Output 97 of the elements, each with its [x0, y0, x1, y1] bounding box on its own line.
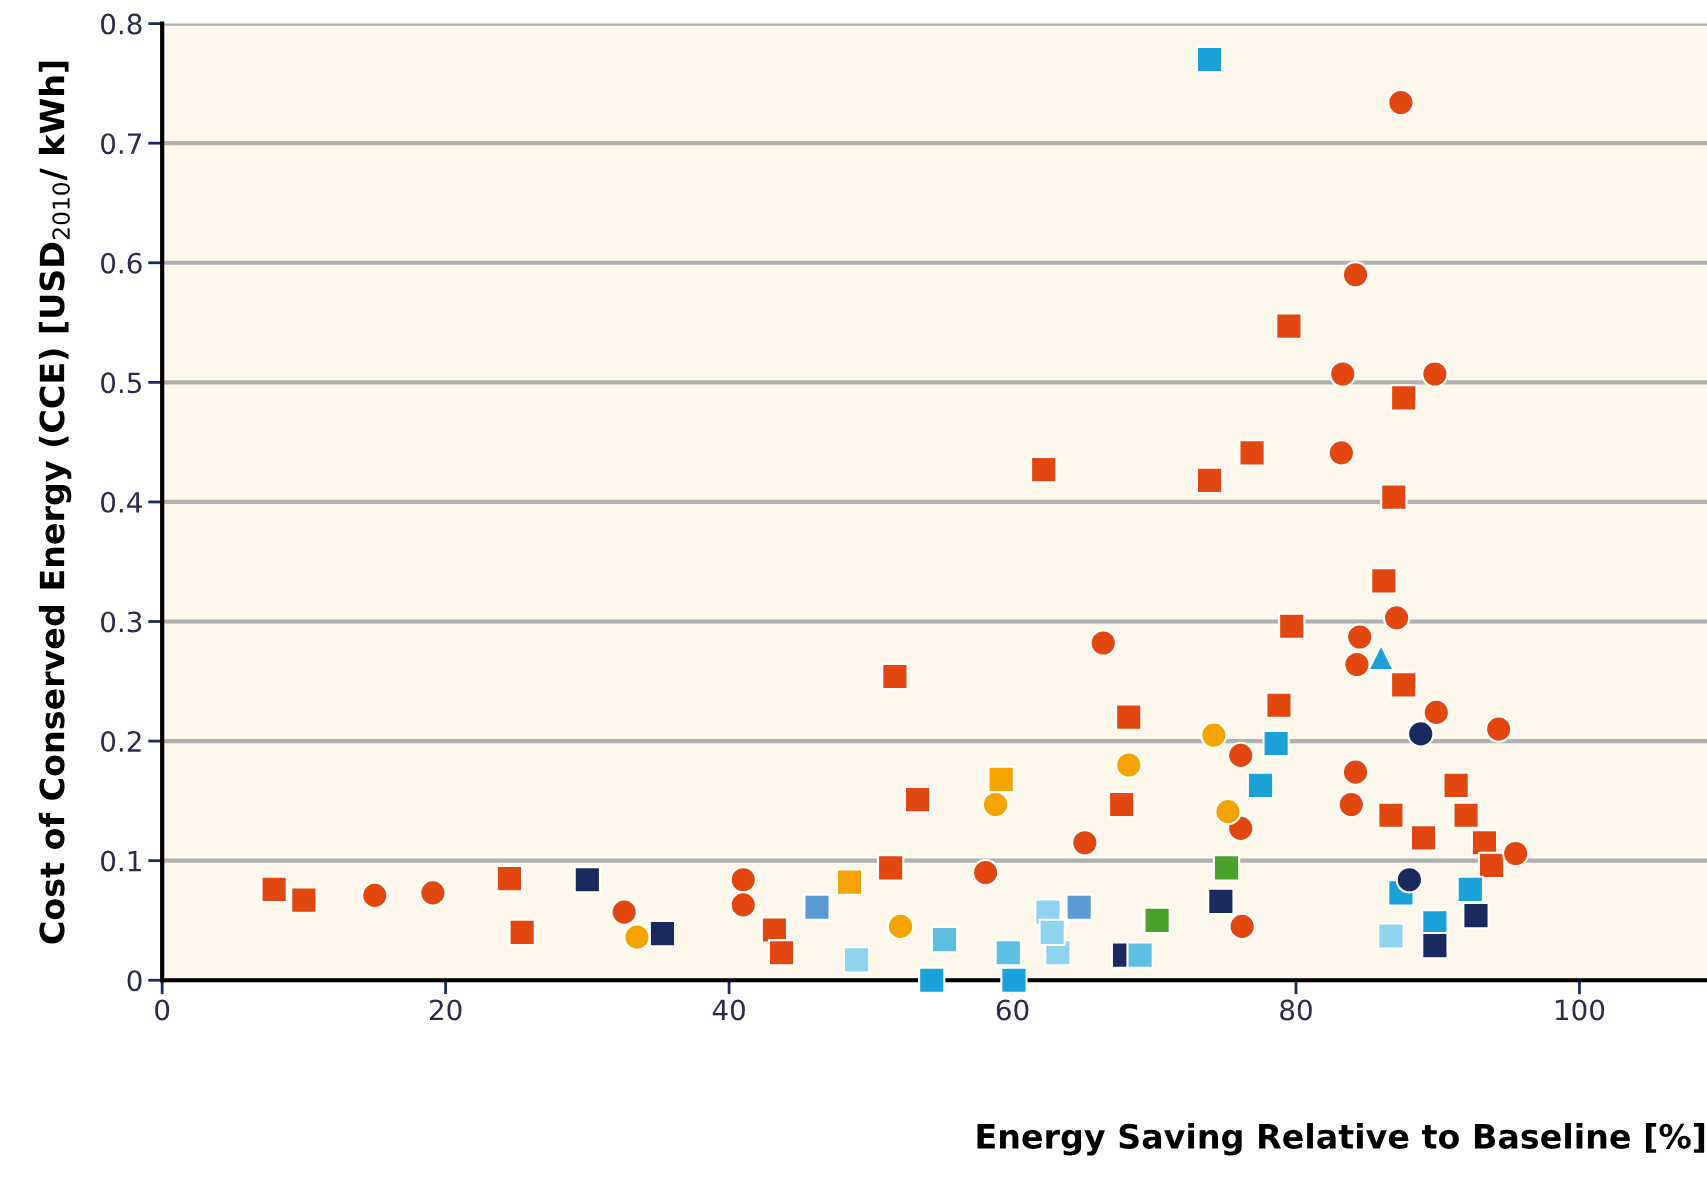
point [881, 662, 909, 691]
point [1377, 922, 1405, 950]
y-tick-label: 0.3 [101, 611, 142, 633]
x-tick-label: 100 [1555, 999, 1605, 1021]
point [1262, 729, 1290, 758]
y-axis-title: Cost of Conserved Energy (CCE) [USD$_{2010}$/ kWh] [38, 61, 72, 944]
y-tick-label: 0.7 [101, 133, 142, 155]
point [1329, 360, 1357, 388]
point [1421, 931, 1449, 960]
point [886, 912, 915, 941]
point [994, 939, 1022, 967]
y-tick-label: 0.4 [101, 491, 142, 513]
y-tick-label: 0.2 [101, 731, 141, 753]
x-tick-label: 60 [996, 999, 1029, 1021]
point [1380, 483, 1408, 511]
point [1337, 790, 1365, 819]
point [842, 946, 871, 974]
point [803, 893, 831, 921]
point [1341, 261, 1370, 289]
point [1422, 698, 1450, 727]
y-tick-label: 0.1 [101, 850, 141, 872]
point [1370, 567, 1398, 595]
point [1327, 439, 1355, 467]
point [419, 879, 447, 907]
point [623, 923, 651, 951]
point [1195, 466, 1224, 495]
point [1278, 612, 1306, 640]
point [1038, 918, 1066, 947]
point [876, 854, 905, 882]
point [1390, 384, 1418, 412]
point [1407, 720, 1435, 748]
point [1143, 906, 1171, 935]
point [1387, 88, 1415, 117]
point [1275, 312, 1303, 340]
point [903, 786, 932, 814]
point [648, 919, 677, 948]
point [1462, 902, 1490, 930]
y-tick-label: 0.6 [101, 252, 142, 274]
point [835, 868, 864, 896]
point [1089, 629, 1117, 657]
point [1265, 691, 1293, 719]
x-tick-label: 80 [1280, 999, 1312, 1021]
point [729, 866, 757, 894]
point [1212, 854, 1241, 882]
point [1126, 941, 1154, 969]
point [1238, 439, 1266, 467]
point [1377, 801, 1405, 829]
point [1343, 650, 1371, 679]
point [1000, 966, 1028, 994]
x-tick-label: 20 [429, 999, 462, 1021]
point [508, 918, 536, 947]
point [1390, 671, 1418, 699]
point [1456, 875, 1484, 904]
point [1115, 703, 1143, 731]
point [1065, 893, 1093, 921]
point [361, 881, 389, 909]
point [930, 925, 959, 954]
point [610, 898, 638, 926]
point [971, 858, 1000, 887]
point [1115, 751, 1143, 779]
point [987, 765, 1015, 793]
point [1502, 839, 1530, 868]
point [1477, 851, 1506, 880]
point [1195, 45, 1224, 74]
point [1341, 758, 1370, 786]
point [1207, 887, 1235, 915]
y-tick-label: 0.8 [101, 13, 142, 35]
point [1367, 643, 1395, 672]
point [1246, 771, 1275, 799]
y-tick-label: 0.5 [101, 372, 141, 394]
point [1395, 866, 1424, 894]
x-axis-title: Energy Saving Relative to Baseline [%] [977, 1123, 1705, 1156]
point [981, 790, 1010, 819]
point [1421, 360, 1449, 388]
point [1452, 801, 1480, 829]
point [495, 864, 524, 893]
point [1382, 604, 1411, 632]
point [1442, 771, 1470, 799]
point [1108, 790, 1136, 819]
point [1485, 715, 1513, 743]
point [260, 875, 288, 904]
point [1071, 829, 1099, 857]
point [1346, 623, 1374, 651]
point [1030, 455, 1058, 484]
x-tick-label: 0 [155, 999, 170, 1021]
point [1409, 824, 1438, 852]
x-tick-label: 40 [712, 999, 745, 1021]
point [1200, 721, 1228, 749]
point [1214, 797, 1242, 826]
point [1228, 912, 1256, 941]
y-tick-label: 0 [127, 970, 142, 992]
point [573, 866, 601, 894]
point [729, 891, 757, 919]
point [290, 886, 318, 914]
point [767, 939, 796, 967]
point [1227, 741, 1255, 770]
point [918, 966, 946, 994]
